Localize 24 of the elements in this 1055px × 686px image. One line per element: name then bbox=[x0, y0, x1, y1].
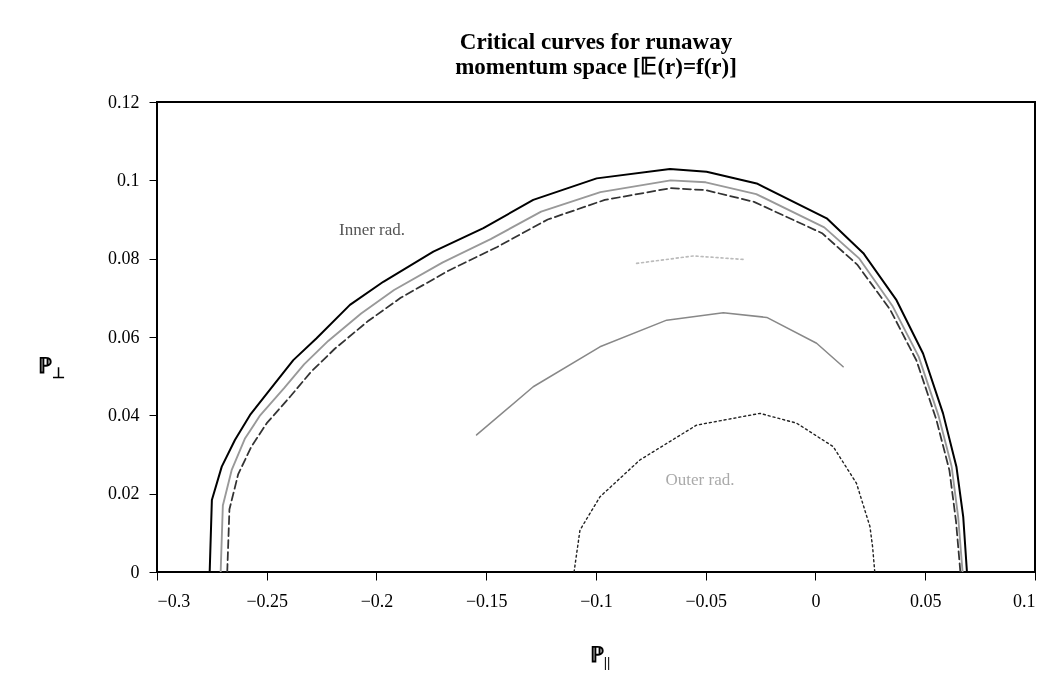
x-tick-label: 0.1 bbox=[1013, 590, 1036, 611]
line-series bbox=[475, 311, 844, 436]
x-tick-label: −0.05 bbox=[685, 590, 728, 611]
x-tick-label: −0.15 bbox=[465, 590, 508, 611]
y-tick-label: 0.02 bbox=[108, 483, 140, 504]
text: momentum space [𝔼(r)=f(r)] bbox=[455, 54, 737, 79]
y-tick-label: 0.08 bbox=[108, 248, 140, 269]
x-tick-label: −0.3 bbox=[157, 590, 191, 611]
x-axis-title: ℙ|| bbox=[590, 642, 611, 670]
y-tick-label: 0.06 bbox=[108, 326, 140, 347]
line-series bbox=[573, 412, 876, 572]
x-tick-label: −0.2 bbox=[360, 590, 394, 611]
annotation: Inner rad. bbox=[338, 220, 406, 239]
y-tick-label: 0.04 bbox=[108, 404, 140, 425]
x-tick-label: 0 bbox=[811, 590, 821, 611]
y-axis-title: ℙ⊥ bbox=[38, 353, 65, 381]
x-tick-label: −0.25 bbox=[246, 590, 289, 611]
y-tick-label: 0.1 bbox=[117, 169, 140, 190]
x-tick-label: 0.05 bbox=[910, 590, 942, 611]
annotation: Outer rad. bbox=[665, 470, 735, 489]
y-tick-label: 0.12 bbox=[108, 91, 140, 112]
x-tick-label: −0.1 bbox=[580, 590, 613, 611]
text: Critical curves for runaway bbox=[459, 29, 733, 54]
y-tick-label: 0 bbox=[130, 561, 140, 582]
